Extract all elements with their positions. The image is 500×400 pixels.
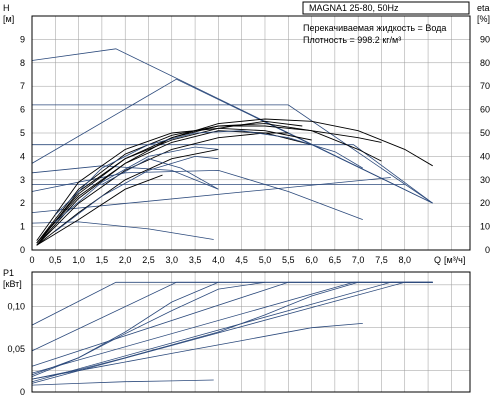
density-info: Плотность = 998.2 кг/м³ [303,35,401,45]
head-curve-21 [101,158,219,190]
efficiency-tick-label: 40 [480,151,490,161]
efficiency-tick-label: 50 [480,128,490,138]
head-curve-13 [36,127,312,241]
flow-tick-label: 3,5 [189,255,202,265]
flow-tick-label: 7,0 [352,255,365,265]
head-curve-19 [55,155,219,232]
head-tick-label: 4 [20,151,25,161]
flow-tick-label: 4,0 [212,255,225,265]
flow-tick-label: 3,0 [166,255,179,265]
power-curve-8 [31,323,363,380]
head-tick-label: 1 [20,222,25,232]
power-curve-6 [31,379,214,386]
efficiency-tick-label: 0 [485,245,490,255]
fluid-info: Перекачиваемая жидкость = Вода [303,23,446,33]
power-tick-label: 0,10 [7,301,25,311]
efficiency-tick-label: 30 [480,175,490,185]
head-curve-5 [31,177,391,213]
efficiency-tick-label: 80 [480,58,490,68]
efficiency-axis-label: eta [477,3,490,13]
flow-tick-label: 0,5 [49,255,62,265]
head-curve-8 [31,169,363,220]
efficiency-tick-label: 20 [480,198,490,208]
head-efficiency-curves [31,48,433,246]
chart-title: MAGNA1 25-80, 50Hz [309,3,399,13]
flow-tick-label: 8,0 [399,255,412,265]
efficiency-axis-unit: [%] [477,14,490,24]
flow-axis-unit: [м³/ч] [444,255,465,265]
head-tick-label: 9 [20,34,25,44]
power-tick-labels: 0 0,05 0,10 [7,301,25,397]
flow-tick-label: 7,5 [375,255,388,265]
head-curve-15 [36,132,289,246]
power-curve-5 [31,281,433,383]
head-curve-17 [36,174,163,246]
head-tick-labels: 0 1 2 3 4 5 6 7 8 9 [20,34,25,255]
flow-tick-label: 2,0 [119,255,132,265]
head-axis-unit: [м] [3,14,14,24]
title-box [302,1,470,15]
flow-tick-label: 4,5 [235,255,248,265]
head-tick-label: 3 [20,175,25,185]
flow-tick-label: 5,5 [282,255,295,265]
flow-tick-label: 1,0 [72,255,85,265]
head-curve-7 [31,165,219,190]
flow-tick-label: 0 [29,255,34,265]
efficiency-tick-label: 70 [480,81,490,91]
power-axis-label: P1 [3,268,14,278]
head-tick-label: 7 [20,81,25,91]
head-tick-label: 5 [20,128,25,138]
flow-tick-label: 6,5 [329,255,342,265]
efficiency-tick-label: 90 [480,34,490,44]
head-curve-1 [31,78,433,204]
power-grid [32,272,470,392]
power-curve-10 [31,281,359,380]
head-curve-20 [55,130,364,216]
efficiency-tick-label: 10 [480,222,490,232]
head-tick-label: 6 [20,105,25,115]
flow-tick-label: 2,5 [142,255,155,265]
flow-tick-label: 5,0 [259,255,272,265]
power-curves [31,281,433,386]
head-tick-label: 0 [20,245,25,255]
power-curve-7 [31,281,219,376]
head-curve-16 [36,148,219,246]
head-curve-9 [36,118,433,246]
power-plot-frame [31,271,471,393]
power-curve-9 [31,281,266,377]
head-plot-frame [31,15,471,251]
head-tick-label: 8 [20,58,25,68]
head-curve-2 [32,104,433,204]
power-tick-label: 0 [20,387,25,397]
head-curve-11 [36,125,382,244]
head-curve-18 [55,146,219,223]
flow-axis-label: Q [434,255,441,265]
head-curve-14 [36,120,303,244]
flow-tick-labels: 0 0,5 1,0 1,5 2,0 2,5 3,0 3,5 4,0 4,5 5,0 5,5 6,0 6,5… [29,255,411,265]
power-axis-unit: [кВт] [3,279,22,289]
head-tick-label: 2 [20,198,25,208]
efficiency-tick-label: 60 [480,105,490,115]
flow-tick-label: 1,5 [96,255,109,265]
head-axis-label: H [3,3,10,13]
efficiency-tick-labels: 0 10 20 30 40 50 60 70 80 90 [480,34,490,255]
flow-tick-label: 6,0 [305,255,318,265]
power-tick-label: 0,05 [7,344,25,354]
